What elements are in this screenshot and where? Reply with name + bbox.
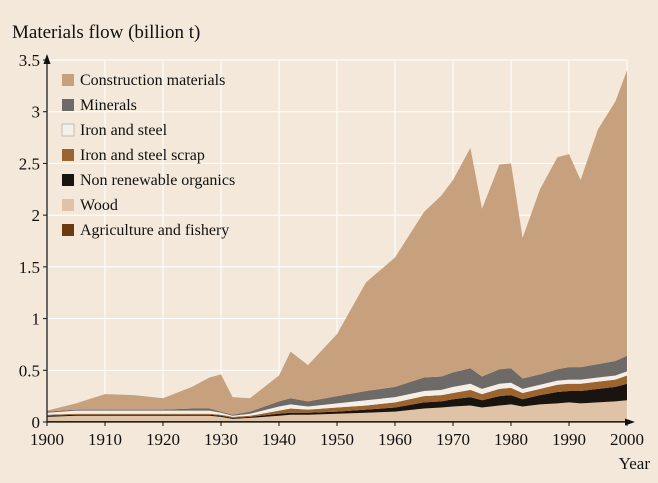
legend-label-agriculture-and-fishery: Agriculture and fishery (80, 222, 229, 239)
y-tick-label: 2 (32, 206, 41, 225)
legend-label-construction-materials: Construction materials (80, 72, 225, 89)
legend-label-non-renewable-organics: Non renewable organics (80, 172, 235, 189)
x-tick-label: 1900 (30, 430, 64, 449)
x-tick-label: 1970 (436, 430, 470, 449)
area-iron-and-steel-scrap (47, 375, 627, 418)
legend-swatch-minerals (62, 99, 74, 111)
x-tick-label: 2000 (610, 430, 644, 449)
legend-label-iron-and-steel: Iron and steel (80, 122, 168, 139)
x-tick-label: 1990 (552, 430, 586, 449)
y-tick-label: 3.5 (19, 51, 40, 70)
x-tick-label: 1910 (88, 430, 122, 449)
legend-swatch-construction-materials (62, 74, 74, 86)
y-tick-label: 0 (32, 413, 41, 432)
legend-swatch-iron-and-steel-scrap (62, 149, 74, 161)
y-tick-label: 1.5 (19, 258, 40, 277)
axes (43, 54, 635, 426)
area-iron-and-steel (47, 371, 627, 417)
y-tick-label: 2.5 (19, 154, 40, 173)
y-tick-label: 0.5 (19, 361, 40, 380)
tick-labels: 1900 1910 1920 1930 1940 1950 1960 1970 1980 1990… (19, 51, 644, 449)
area-construction-materials (47, 70, 627, 415)
legend-label-iron-and-steel-scrap: Iron and steel scrap (80, 147, 205, 164)
x-tick-label: 1940 (262, 430, 296, 449)
y-tick-label: 3 (32, 103, 41, 122)
x-tick-label: 1950 (320, 430, 354, 449)
area-non-renewable-organics (47, 383, 627, 419)
x-tick-label: 1960 (378, 430, 412, 449)
area-series (47, 70, 627, 422)
legend-label-wood: Wood (80, 197, 118, 214)
area-wood (47, 400, 627, 421)
area-minerals (47, 355, 627, 416)
x-tick-label: 1980 (494, 430, 528, 449)
y-axis-arrow (43, 54, 51, 64)
legend-swatch-iron-and-steel (61, 123, 75, 137)
legend: Construction materials Minerals Iron and s… (61, 72, 235, 239)
y-tick-label: 1 (32, 310, 41, 329)
legend-swatch-non-renewable-organics (62, 174, 74, 186)
legend-swatch-wood (62, 199, 74, 211)
legend-swatch-agriculture-and-fishery (62, 224, 74, 236)
legend-label-minerals: Minerals (80, 97, 137, 114)
x-tick-label: 1930 (204, 430, 238, 449)
x-axis-label: Year (619, 454, 651, 473)
chart-title: Materials flow (billion t) (12, 22, 200, 43)
x-tick-label: 1920 (146, 430, 180, 449)
